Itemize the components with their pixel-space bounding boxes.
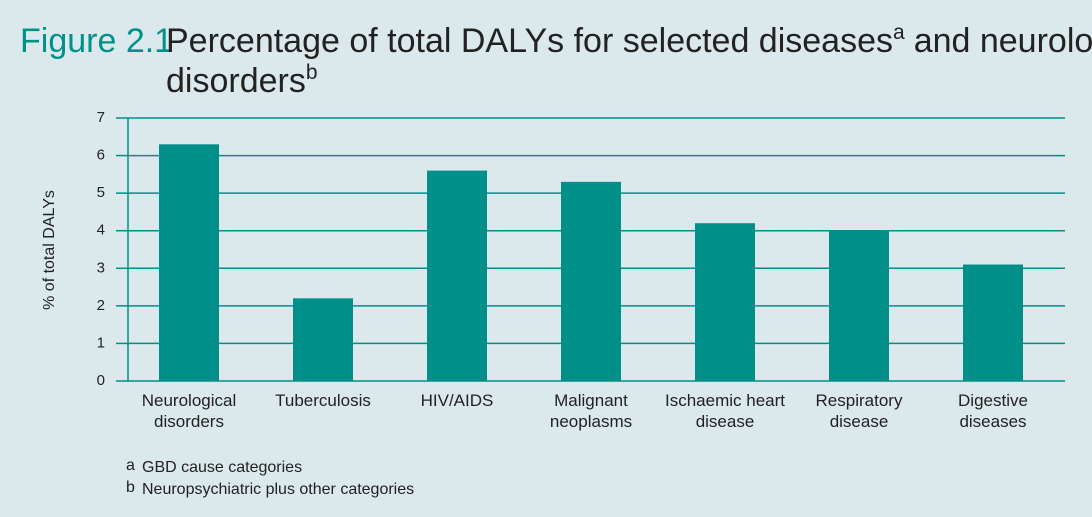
title-sup: a: [893, 21, 905, 44]
bar: [829, 230, 889, 381]
x-tick-label-line: neoplasms: [550, 412, 632, 431]
title-part: Percentage of total DALYs for selected d…: [166, 22, 893, 60]
x-tick-label-line: Malignant: [554, 391, 628, 410]
title-part: disorders: [166, 62, 306, 100]
y-tick-label: 5: [97, 184, 105, 201]
x-tick-label: Tuberculosis: [275, 391, 371, 410]
y-tick-label: 3: [97, 259, 105, 276]
x-tick-label: Malignant neoplasms: [550, 391, 632, 431]
y-tick-label: 2: [97, 297, 105, 314]
x-tick-label-line: disorders: [154, 412, 224, 431]
x-tick-label-line: disease: [696, 412, 755, 431]
x-tick-label-line: Respiratory: [816, 391, 903, 410]
y-tick-label: 6: [97, 147, 105, 164]
x-tick-label-line: HIV/AIDS: [421, 391, 494, 410]
figure-label: Figure 2.1: [20, 22, 173, 60]
x-tick-label-line: Digestive: [958, 391, 1028, 410]
x-tick-label: Ischaemic heart disease: [665, 391, 785, 431]
x-tick-label-line: Neurological: [142, 391, 237, 410]
footnote-text: GBD cause categories: [142, 459, 302, 476]
footnote-mark: b: [126, 479, 135, 496]
footnote-mark: a: [126, 457, 135, 474]
x-tick-label: HIV/AIDS: [421, 391, 494, 410]
title-part: and neurological: [914, 22, 1092, 60]
x-tick-label-line: Tuberculosis: [275, 391, 371, 410]
x-tick-label-line: diseases: [959, 412, 1026, 431]
x-tick-label-line: Ischaemic heart: [665, 391, 785, 410]
x-tick-label-line: disease: [830, 412, 889, 431]
y-tick-label: 4: [97, 222, 105, 239]
x-tick-label: Respiratory disease: [816, 391, 903, 431]
y-tick-label: 1: [97, 334, 105, 351]
y-tick-label: 7: [97, 109, 105, 126]
bar: [293, 298, 353, 381]
bar: [427, 170, 487, 381]
bar: [695, 223, 755, 381]
y-axis-label: % of total DALYs: [41, 190, 58, 310]
y-tick-label: 0: [97, 372, 105, 389]
chart-title: Percentage of total DALYs for selected d…: [166, 21, 1092, 60]
bar: [561, 181, 621, 381]
x-tick-label: Digestive diseases: [958, 391, 1028, 431]
x-tick-label: Neurological disorders: [142, 391, 237, 431]
chart-title: disordersb: [166, 61, 318, 100]
bar: [963, 264, 1023, 381]
footnote-text: Neuropsychiatric plus other categories: [142, 481, 414, 498]
title-sup: b: [306, 61, 318, 84]
bar: [159, 144, 219, 381]
